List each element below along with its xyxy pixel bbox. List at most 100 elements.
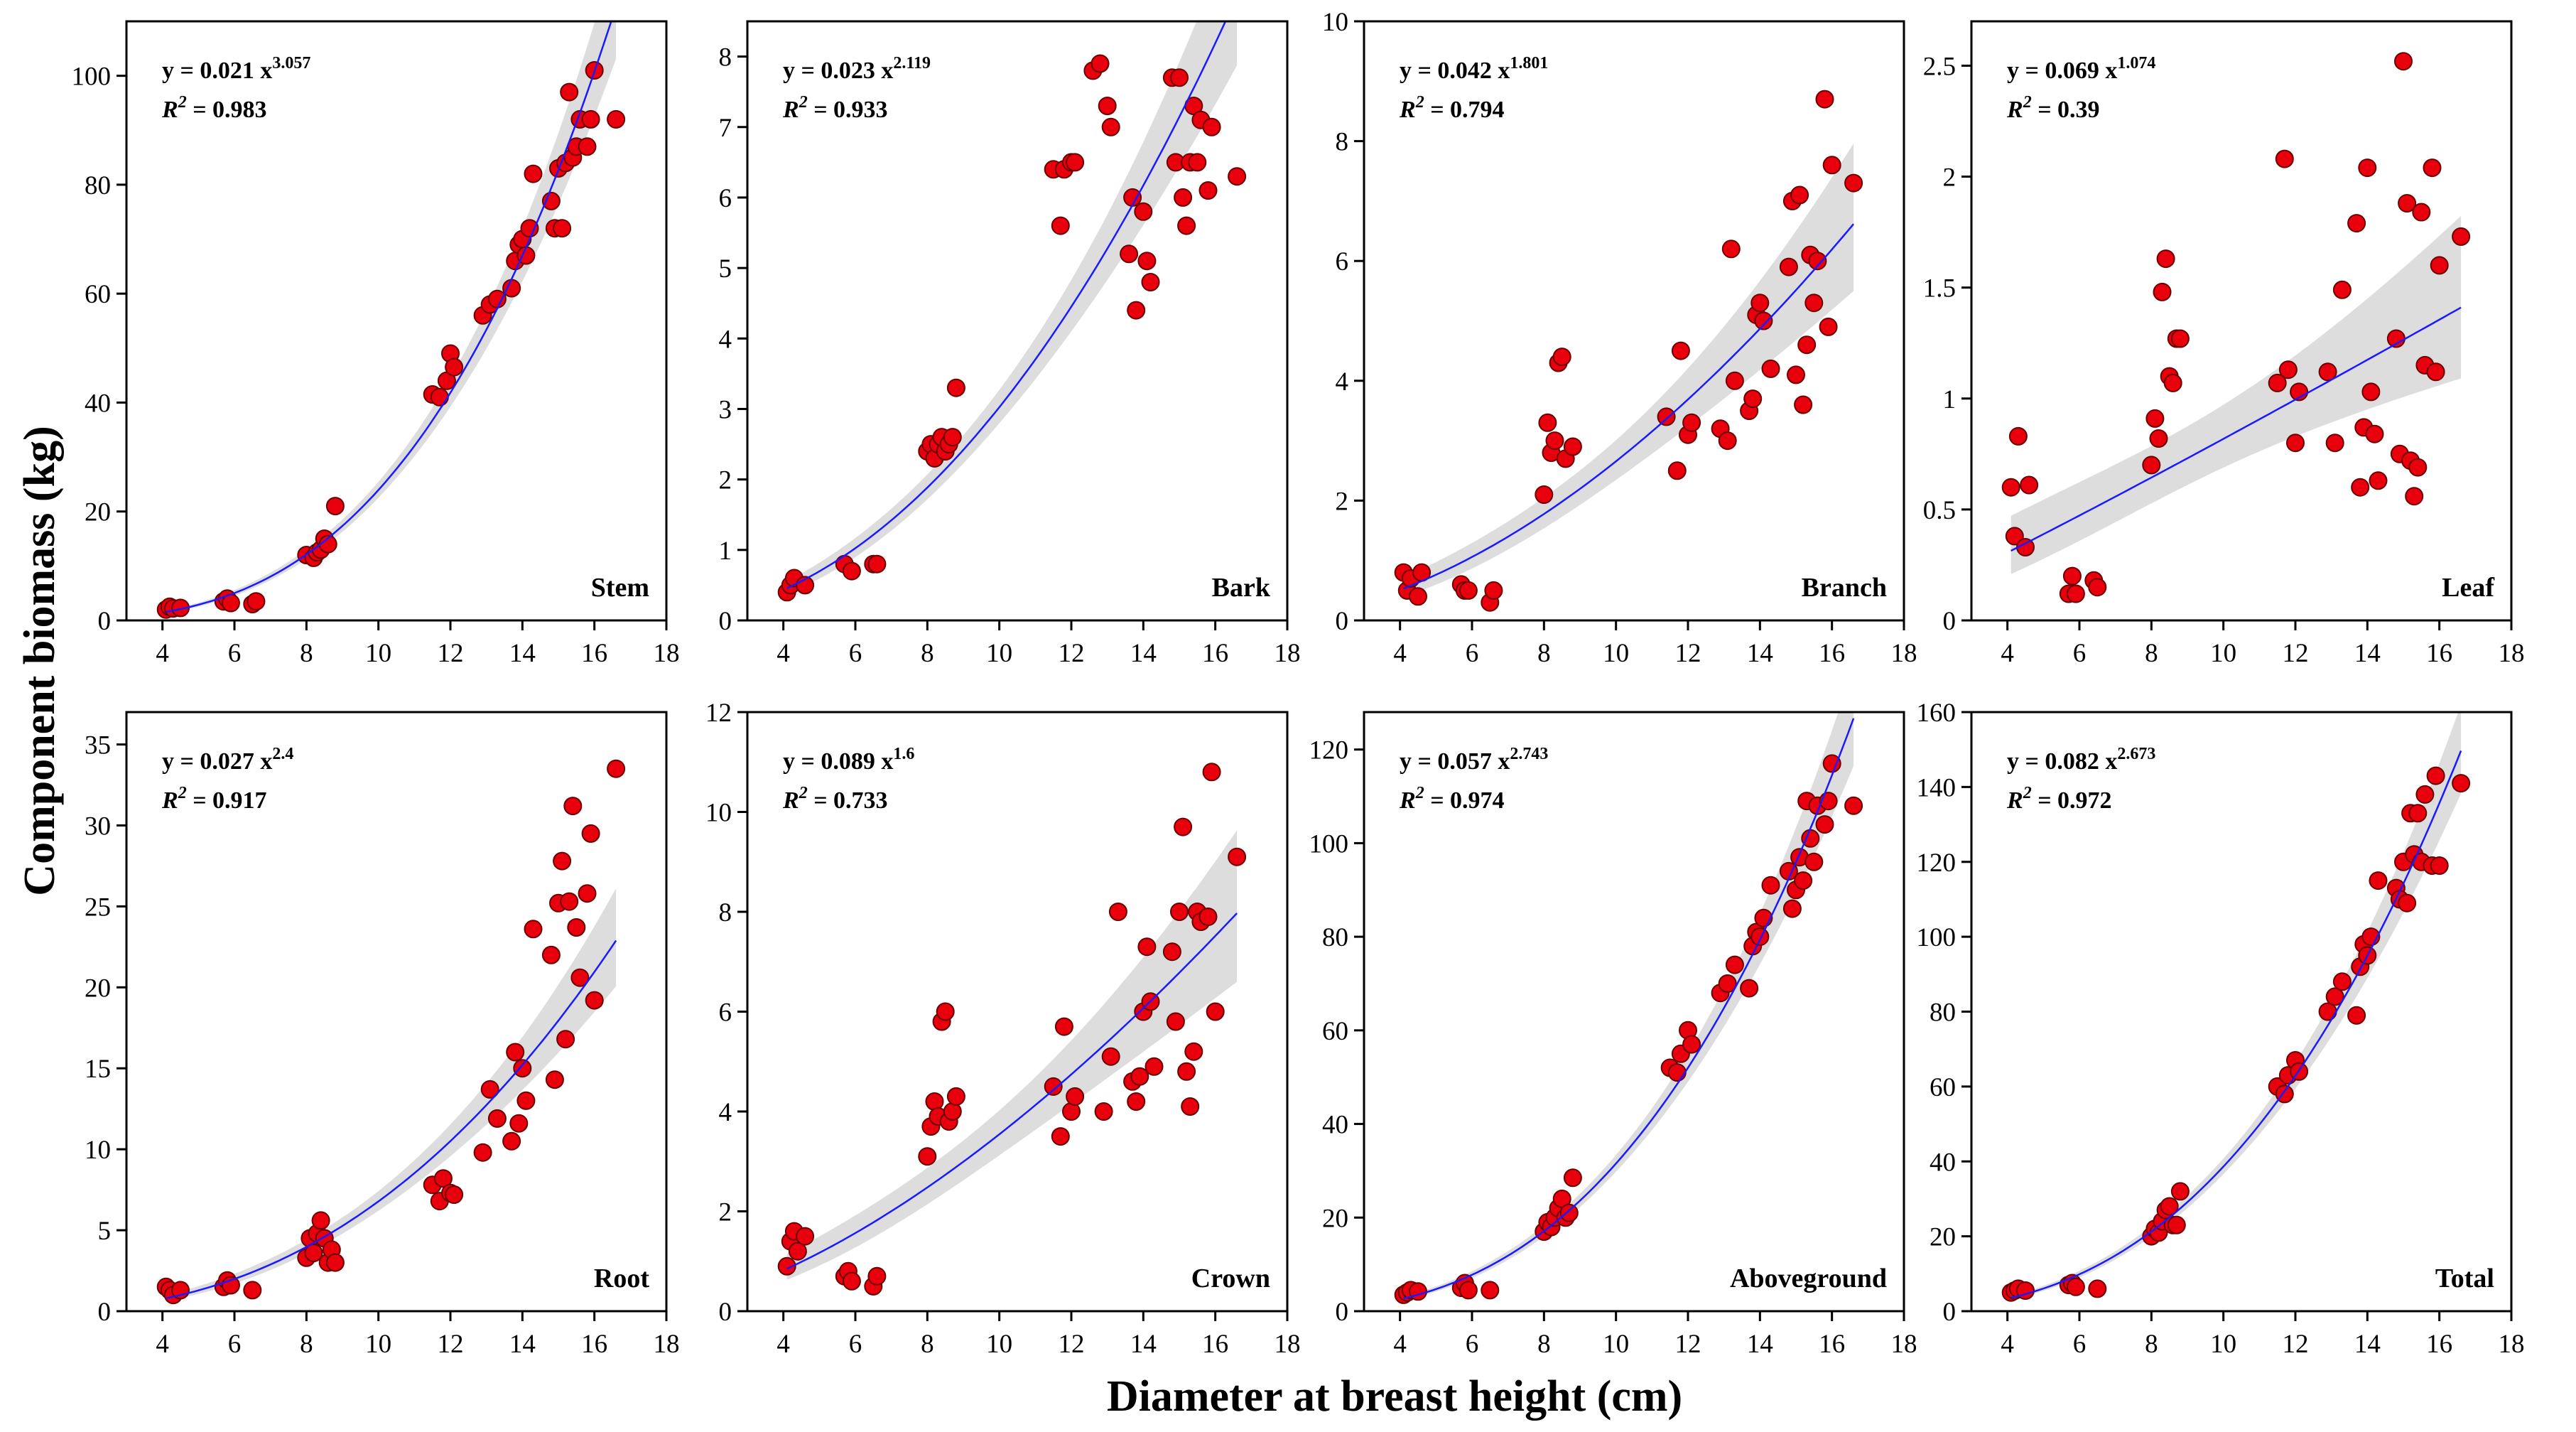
- crown-data-point: [1066, 1087, 1085, 1106]
- total-data-point: [2415, 785, 2435, 804]
- aboveground-data-point: [1815, 815, 1834, 834]
- stem-data-point: [520, 219, 539, 238]
- total-y-tick-label: 160: [1917, 699, 1957, 728]
- branch-data-point: [1657, 407, 1676, 426]
- leaf-data-point: [2347, 214, 2366, 233]
- crown-data-point: [925, 1092, 944, 1111]
- aboveground-equation: y = 0.057 x2.743: [1400, 745, 1548, 775]
- leaf-data-point: [2365, 424, 2384, 443]
- leaf-data-point: [2430, 256, 2449, 275]
- root-plot-frame: [125, 711, 668, 1313]
- stem-data-point: [247, 592, 266, 611]
- crown-y-tick-label: 2: [719, 1198, 732, 1227]
- bark-data-point: [1091, 54, 1110, 73]
- stem-y-tick-label: 0: [98, 607, 112, 636]
- branch-r-squared: R2 = 0.794: [1399, 93, 1505, 123]
- crown-data-point: [943, 1102, 962, 1121]
- crown-data-point: [1062, 1102, 1081, 1121]
- stem-data-point: [325, 497, 345, 516]
- crown-x-tick-label: 12: [1059, 1330, 1085, 1359]
- total-y-tick-label: 140: [1917, 773, 1957, 802]
- stem-data-point: [560, 82, 579, 102]
- branch-plot-frame: [1363, 20, 1905, 622]
- leaf-data-point: [2325, 434, 2344, 453]
- crown-data-point: [1177, 1062, 1196, 1081]
- leaf-x-tick-label: 16: [2426, 639, 2452, 668]
- branch-data-point: [1787, 365, 1805, 384]
- bark-data-point: [1127, 301, 1146, 320]
- leaf-y-tick-label: 0.5: [1923, 496, 1956, 525]
- crown-data-point: [1181, 1097, 1200, 1116]
- crown-data-point: [1137, 937, 1157, 957]
- stem-x-tick-label: 16: [581, 639, 607, 668]
- crown-data-point: [946, 1087, 965, 1106]
- bark-x-tick-label: 12: [1059, 639, 1085, 668]
- aboveground-x-tick-label: 14: [1747, 1330, 1773, 1359]
- leaf-data-point: [2145, 409, 2165, 428]
- leaf-data-point: [2170, 329, 2190, 348]
- total-data-point: [2369, 871, 2388, 890]
- crown-data-point: [1054, 1017, 1073, 1036]
- crown-data-point: [1044, 1077, 1063, 1096]
- bark-data-point: [1051, 216, 1070, 235]
- aboveground-points: [1394, 754, 1863, 1304]
- leaf-x-tick-label: 10: [2210, 639, 2236, 668]
- root-data-point: [578, 884, 597, 903]
- crown-data-point: [1162, 942, 1181, 962]
- leaf-data-point: [2426, 362, 2445, 382]
- total-data-point: [2066, 1277, 2085, 1296]
- bark-data-point: [943, 428, 962, 447]
- panel-leaf: 4 6 8 10 12 14 16 18 0 0.5 1 1.5 2 2.5 y = 0.069 x1.07…: [1923, 20, 2525, 668]
- leaf-data-point: [2275, 149, 2294, 168]
- figure-y-axis-label: Component biomass (kg): [16, 426, 64, 895]
- bark-data-point: [1137, 252, 1157, 271]
- stem-data-point: [430, 387, 449, 407]
- crown-data-point: [1130, 1067, 1149, 1086]
- stem-x-tick-label: 18: [654, 639, 680, 668]
- bark-data-point: [1174, 188, 1193, 207]
- root-data-point: [570, 968, 590, 987]
- aboveground-x-tick-label: 10: [1603, 1330, 1629, 1359]
- root-fit-line: [166, 940, 617, 1300]
- crown-y-tick-label: 10: [705, 799, 732, 828]
- bark-data-point: [867, 554, 887, 574]
- total-data-point: [2426, 766, 2445, 785]
- crown-data-point: [1184, 1042, 1203, 1061]
- leaf-y-tick-label: 2.5: [1923, 52, 1956, 81]
- total-x-tick-label: 4: [2001, 1330, 2014, 1359]
- bark-data-point: [1177, 216, 1196, 235]
- stem-data-point: [607, 109, 626, 129]
- leaf-data-point: [2351, 478, 2370, 497]
- root-equation: y = 0.027 x2.4: [162, 745, 293, 775]
- crown-panel-label: Crown: [1191, 1264, 1270, 1293]
- branch-data-point: [1671, 341, 1690, 360]
- crown-x-tick-label: 16: [1202, 1330, 1228, 1359]
- aboveground-y-tick-label: 100: [1309, 829, 1349, 858]
- stem-y-tick-label: 40: [85, 389, 111, 418]
- stem-plot-frame: [125, 20, 668, 622]
- total-panel-label: Total: [2435, 1264, 2494, 1293]
- crown-x-tick-label: 14: [1130, 1330, 1157, 1359]
- root-data-point: [221, 1276, 240, 1295]
- panel-crown: 4 6 8 10 12 14 16 18 0 2 4 6 8 10 12 y = 0.089 x1.6 R2 =…: [705, 699, 1301, 1359]
- aboveground-data-point: [1804, 852, 1824, 871]
- total-x-tick-label: 10: [2210, 1330, 2236, 1359]
- root-data-point: [541, 945, 561, 964]
- stem-y-tick-label: 60: [85, 280, 111, 309]
- branch-y-tick-label: 10: [1322, 8, 1348, 37]
- leaf-plot-frame: [1970, 20, 2513, 622]
- branch-data-point: [1545, 431, 1564, 451]
- bark-y-tick-label: 0: [719, 607, 732, 636]
- aboveground-data-point: [1822, 754, 1841, 773]
- root-data-point: [304, 1244, 323, 1262]
- leaf-y-tick-label: 2: [1943, 163, 1957, 193]
- branch-data-point: [1844, 173, 1863, 193]
- root-data-point: [506, 1043, 525, 1062]
- crown-data-point: [788, 1242, 807, 1261]
- root-data-point: [480, 1080, 499, 1099]
- root-y-tick-label: 35: [85, 731, 111, 760]
- stem-y-tick-label: 20: [85, 498, 111, 527]
- branch-data-point: [1797, 335, 1817, 355]
- root-x-tick-label: 8: [300, 1330, 313, 1359]
- total-data-point: [2430, 856, 2449, 875]
